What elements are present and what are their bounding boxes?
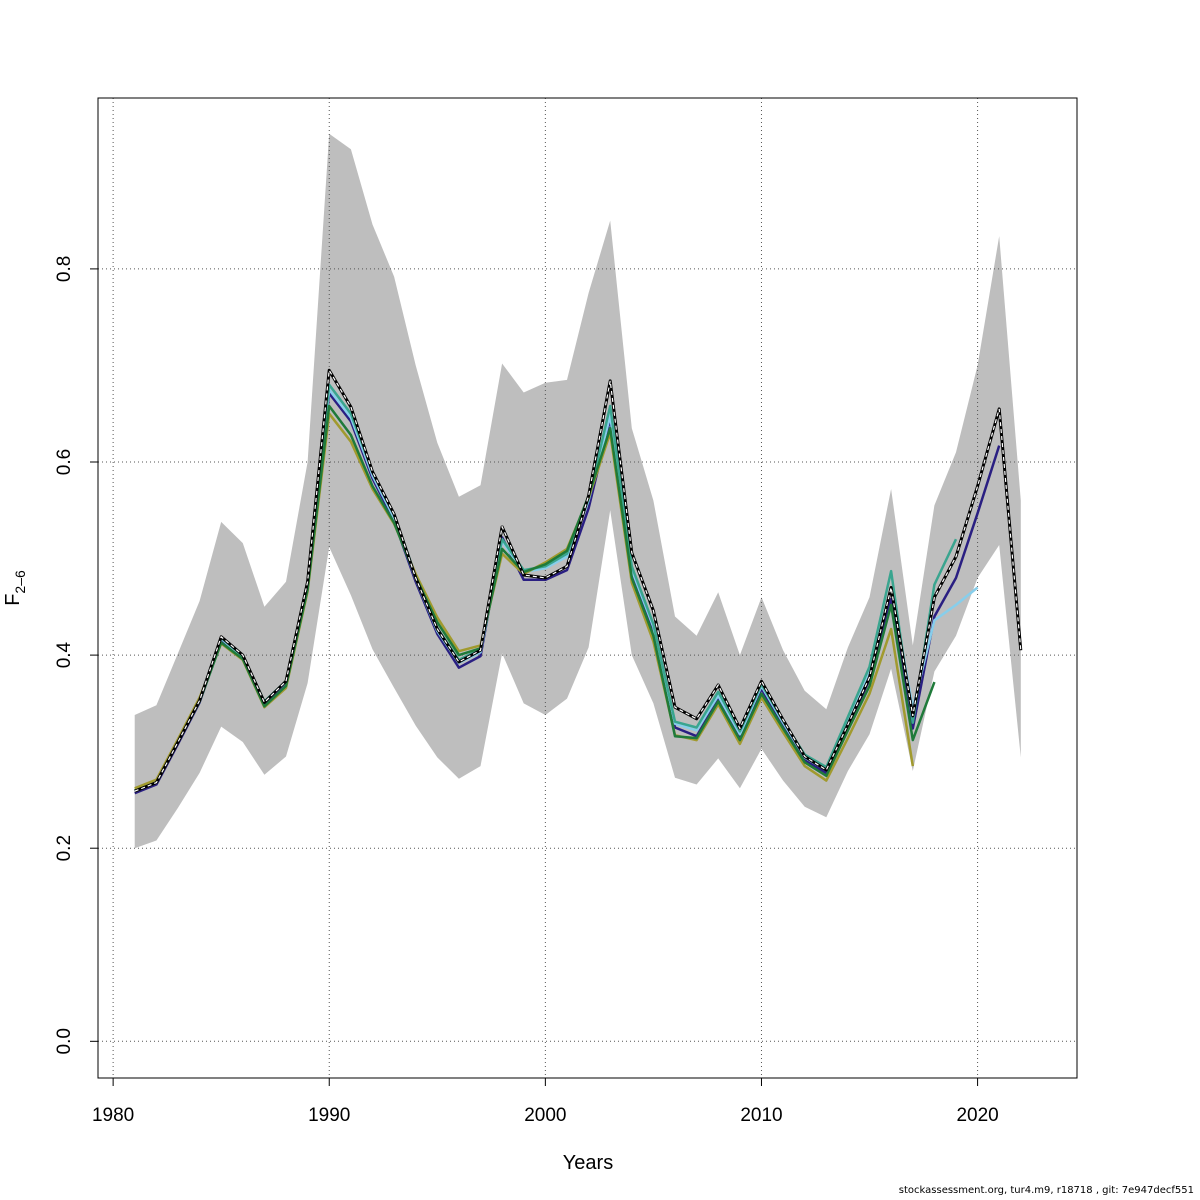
x-tick-label-2000: 2000 <box>524 1105 566 1126</box>
y-tick-label-text-2: 0.4 <box>54 641 75 668</box>
y-axis-title: F2–6 <box>2 570 28 606</box>
y-axis-title-main: F <box>2 594 24 606</box>
y-tick-label-2: 0.4 <box>54 641 75 668</box>
x-tick-label-2010: 2010 <box>740 1105 782 1126</box>
series-line-5 <box>134 404 936 793</box>
confidence-band <box>134 133 1021 849</box>
x-tick-label-1990: 1990 <box>308 1105 350 1126</box>
y-tick-label-text-0: 0.0 <box>54 1028 75 1054</box>
y-tick-label-0: 0.0 <box>54 1028 75 1054</box>
footer-credit: stockassessment.org, tur4.m9, r18718 , g… <box>898 1185 1194 1196</box>
y-tick-label-4: 0.8 <box>54 256 75 282</box>
svg-text:F2–6: F2–6 <box>2 570 28 606</box>
y-tick-label-text-3: 0.6 <box>54 449 75 475</box>
confidence-band-layer <box>134 133 1021 849</box>
x-tick-label-1980: 1980 <box>92 1105 134 1126</box>
series-layer <box>134 368 1023 795</box>
x-tick-label-2020: 2020 <box>956 1105 998 1126</box>
axis-layer: 1980 1990 2000 2010 2020 0.0 0.2 0.4 0.6 0.8 <box>54 256 999 1126</box>
plot-frame <box>97 97 1078 1079</box>
y-tick-label-3: 0.6 <box>54 449 75 475</box>
x-axis-title: Years <box>563 1152 613 1174</box>
y-axis-title-subscript: 2–6 <box>12 570 28 594</box>
series-line-estimate-dash <box>134 368 1022 792</box>
grid-layer <box>98 98 1077 1078</box>
y-tick-label-text-4: 0.8 <box>54 256 75 282</box>
y-tick-label-text-1: 0.2 <box>54 835 75 861</box>
y-tick-label-1: 0.2 <box>54 835 75 861</box>
